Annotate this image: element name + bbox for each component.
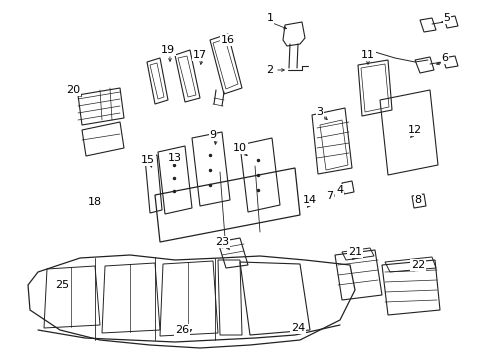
Text: 22: 22 bbox=[410, 260, 424, 270]
Text: 12: 12 bbox=[407, 125, 421, 135]
Text: 14: 14 bbox=[303, 195, 316, 205]
Text: 13: 13 bbox=[168, 153, 182, 163]
Text: 16: 16 bbox=[221, 35, 235, 45]
Text: 7: 7 bbox=[326, 191, 333, 201]
Text: 25: 25 bbox=[55, 280, 69, 290]
Text: 9: 9 bbox=[209, 130, 216, 140]
Text: 15: 15 bbox=[141, 155, 155, 165]
Text: 24: 24 bbox=[290, 323, 305, 333]
Text: 10: 10 bbox=[232, 143, 246, 153]
Text: 23: 23 bbox=[215, 237, 228, 247]
Text: 6: 6 bbox=[441, 53, 447, 63]
Text: 4: 4 bbox=[336, 185, 343, 195]
Text: 19: 19 bbox=[161, 45, 175, 55]
Text: 1: 1 bbox=[266, 13, 273, 23]
Text: 2: 2 bbox=[266, 65, 273, 75]
Text: 26: 26 bbox=[175, 325, 189, 335]
Text: 11: 11 bbox=[360, 50, 374, 60]
Text: 20: 20 bbox=[66, 85, 80, 95]
Text: 17: 17 bbox=[193, 50, 206, 60]
Text: 21: 21 bbox=[347, 247, 361, 257]
Text: 18: 18 bbox=[88, 197, 102, 207]
Text: 5: 5 bbox=[443, 13, 449, 23]
Text: 3: 3 bbox=[316, 107, 323, 117]
Text: 8: 8 bbox=[414, 195, 421, 205]
